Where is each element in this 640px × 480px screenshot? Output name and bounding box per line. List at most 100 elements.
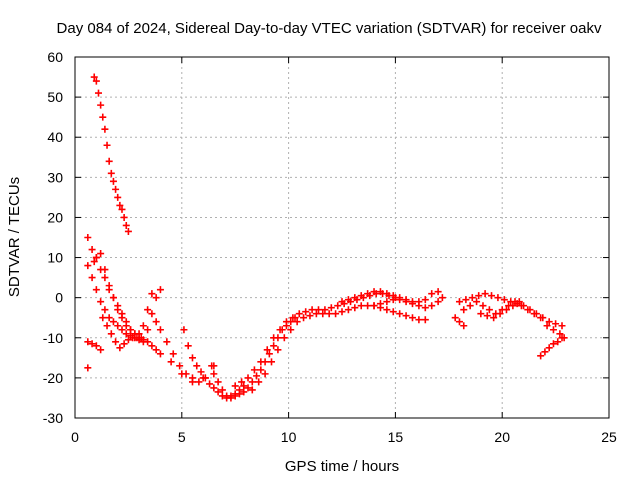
data-point bbox=[321, 306, 329, 314]
data-point bbox=[396, 296, 404, 304]
data-point bbox=[127, 326, 135, 334]
data-point bbox=[109, 294, 117, 302]
data-point bbox=[105, 282, 113, 290]
series-arc-4 bbox=[90, 250, 156, 338]
data-point bbox=[490, 314, 498, 322]
series-arc-1 bbox=[90, 73, 132, 235]
data-point bbox=[116, 201, 124, 209]
data-point bbox=[308, 306, 316, 314]
data-point bbox=[515, 298, 523, 306]
data-point bbox=[137, 334, 145, 342]
data-point bbox=[114, 306, 122, 314]
data-point bbox=[408, 300, 416, 308]
data-point bbox=[139, 322, 147, 330]
data-point bbox=[244, 384, 252, 392]
data-point bbox=[120, 340, 128, 348]
data-point bbox=[455, 318, 463, 326]
data-point bbox=[92, 342, 100, 350]
series-arc-9 bbox=[180, 326, 248, 402]
x-tick-label: 20 bbox=[494, 429, 510, 445]
data-point bbox=[376, 300, 384, 308]
data-point bbox=[364, 290, 372, 298]
data-point bbox=[253, 372, 261, 380]
data-point bbox=[152, 346, 160, 354]
y-tick-label: 20 bbox=[47, 209, 63, 225]
data-point bbox=[338, 298, 346, 306]
data-point bbox=[389, 296, 397, 304]
data-point bbox=[84, 364, 92, 372]
data-point bbox=[103, 322, 111, 330]
data-point bbox=[118, 326, 126, 334]
data-point bbox=[210, 384, 218, 392]
x-tick-label: 25 bbox=[601, 429, 617, 445]
data-point bbox=[227, 394, 235, 402]
data-point bbox=[545, 344, 553, 352]
data-point bbox=[370, 302, 378, 310]
data-point bbox=[494, 294, 502, 302]
data-point bbox=[276, 326, 284, 334]
data-point bbox=[261, 370, 269, 378]
data-point bbox=[554, 338, 562, 346]
series-arc-18 bbox=[537, 334, 566, 360]
data-point bbox=[214, 388, 222, 396]
data-point bbox=[99, 314, 107, 322]
data-point bbox=[84, 338, 92, 346]
data-point bbox=[558, 322, 566, 330]
data-point bbox=[319, 310, 327, 318]
data-point bbox=[327, 304, 335, 312]
data-point bbox=[180, 326, 188, 334]
y-tick-label: -20 bbox=[43, 370, 63, 386]
data-point bbox=[274, 346, 282, 354]
data-point bbox=[302, 308, 310, 316]
data-point bbox=[206, 380, 214, 388]
data-point bbox=[421, 316, 429, 324]
y-tick-label: -10 bbox=[43, 330, 63, 346]
series-arc-13 bbox=[338, 288, 442, 306]
data-point bbox=[201, 374, 209, 382]
x-tick-label: 15 bbox=[388, 429, 404, 445]
series-arc-11 bbox=[231, 290, 399, 390]
data-point bbox=[248, 386, 256, 394]
series-arc-16 bbox=[460, 298, 568, 342]
data-point bbox=[255, 378, 263, 386]
data-point bbox=[156, 326, 164, 334]
series-arc-12 bbox=[248, 302, 429, 394]
data-point bbox=[434, 288, 442, 296]
data-point bbox=[396, 310, 404, 318]
data-point bbox=[193, 362, 201, 370]
data-point bbox=[120, 213, 128, 221]
data-point bbox=[434, 298, 442, 306]
data-point bbox=[383, 298, 391, 306]
y-axis-label: SDTVAR / TECUs bbox=[6, 177, 23, 297]
data-point bbox=[124, 227, 132, 235]
data-point bbox=[485, 306, 493, 314]
data-point bbox=[103, 141, 111, 149]
data-point bbox=[118, 314, 126, 322]
data-point bbox=[92, 77, 100, 85]
data-point bbox=[122, 322, 130, 330]
data-point bbox=[545, 318, 553, 326]
data-point bbox=[144, 326, 152, 334]
data-point bbox=[530, 310, 538, 318]
data-point bbox=[500, 296, 508, 304]
data-point bbox=[263, 346, 271, 354]
data-point bbox=[92, 286, 100, 294]
data-point bbox=[556, 330, 564, 338]
data-point bbox=[208, 362, 216, 370]
data-point bbox=[364, 302, 372, 310]
series-arc-8 bbox=[152, 318, 216, 386]
data-point bbox=[334, 302, 342, 310]
data-point bbox=[231, 392, 239, 400]
data-point bbox=[408, 314, 416, 322]
data-point bbox=[112, 185, 120, 193]
data-point bbox=[315, 306, 323, 314]
data-point bbox=[135, 330, 143, 338]
data-point bbox=[148, 342, 156, 350]
data-point bbox=[475, 292, 483, 300]
data-point bbox=[488, 292, 496, 300]
data-point bbox=[112, 338, 120, 346]
y-tick-label: 50 bbox=[47, 89, 63, 105]
data-point bbox=[460, 322, 468, 330]
data-point bbox=[214, 378, 222, 386]
